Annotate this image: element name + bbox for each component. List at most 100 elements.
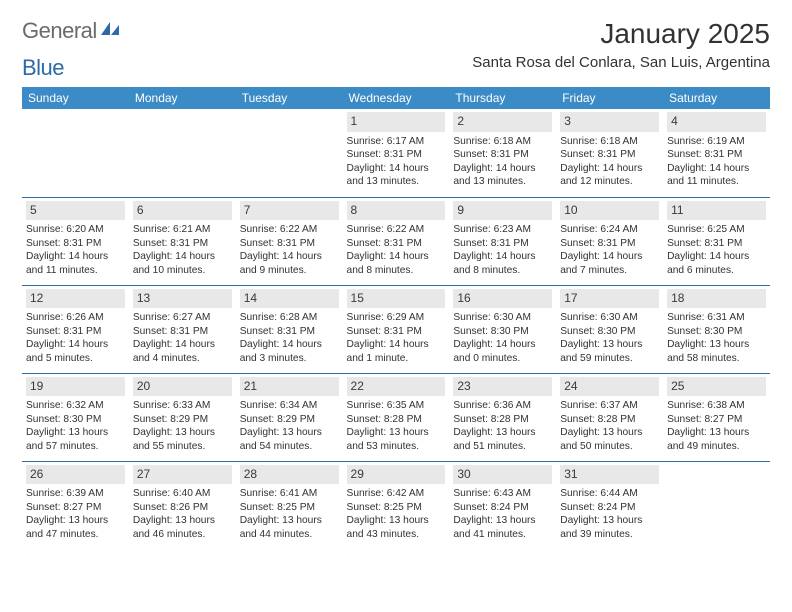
day-data: Sunrise: 6:21 AMSunset: 8:31 PMDaylight:…	[133, 223, 232, 277]
calendar-cell: 31Sunrise: 6:44 AMSunset: 8:24 PMDayligh…	[556, 461, 663, 549]
day-number: 19	[26, 377, 125, 397]
day-line-day1: Daylight: 14 hours	[26, 250, 125, 263]
day-line-sunrise: Sunrise: 6:43 AM	[453, 487, 552, 500]
day-line-day1: Daylight: 14 hours	[453, 162, 552, 175]
day-line-day2: and 6 minutes.	[667, 264, 766, 277]
day-line-sunrise: Sunrise: 6:30 AM	[560, 311, 659, 324]
day-line-sunrise: Sunrise: 6:28 AM	[240, 311, 339, 324]
day-line-sunset: Sunset: 8:30 PM	[453, 325, 552, 338]
day-data: Sunrise: 6:27 AMSunset: 8:31 PMDaylight:…	[133, 311, 232, 365]
day-line-sunset: Sunset: 8:31 PM	[667, 148, 766, 161]
day-line-day2: and 8 minutes.	[347, 264, 446, 277]
day-data: Sunrise: 6:22 AMSunset: 8:31 PMDaylight:…	[240, 223, 339, 277]
day-number: 21	[240, 377, 339, 397]
calendar-cell: 22Sunrise: 6:35 AMSunset: 8:28 PMDayligh…	[343, 373, 450, 461]
day-line-sunset: Sunset: 8:31 PM	[560, 237, 659, 250]
day-data: Sunrise: 6:25 AMSunset: 8:31 PMDaylight:…	[667, 223, 766, 277]
calendar-cell	[663, 461, 770, 549]
day-line-day1: Daylight: 13 hours	[560, 426, 659, 439]
day-line-sunset: Sunset: 8:31 PM	[453, 148, 552, 161]
day-line-day2: and 4 minutes.	[133, 352, 232, 365]
day-line-sunset: Sunset: 8:27 PM	[667, 413, 766, 426]
month-title: January 2025	[472, 18, 770, 50]
day-line-sunset: Sunset: 8:31 PM	[133, 237, 232, 250]
day-line-day2: and 47 minutes.	[26, 528, 125, 541]
day-data: Sunrise: 6:39 AMSunset: 8:27 PMDaylight:…	[26, 487, 125, 541]
day-line-sunset: Sunset: 8:24 PM	[453, 501, 552, 514]
day-data: Sunrise: 6:33 AMSunset: 8:29 PMDaylight:…	[133, 399, 232, 453]
title-block: January 2025 Santa Rosa del Conlara, San…	[472, 18, 770, 71]
day-line-sunrise: Sunrise: 6:17 AM	[347, 135, 446, 148]
calendar-cell: 9Sunrise: 6:23 AMSunset: 8:31 PMDaylight…	[449, 197, 556, 285]
day-data: Sunrise: 6:38 AMSunset: 8:27 PMDaylight:…	[667, 399, 766, 453]
day-line-sunrise: Sunrise: 6:42 AM	[347, 487, 446, 500]
day-number: 10	[560, 201, 659, 221]
logo-text-general: General	[22, 18, 97, 44]
calendar-cell: 14Sunrise: 6:28 AMSunset: 8:31 PMDayligh…	[236, 285, 343, 373]
calendar-cell: 30Sunrise: 6:43 AMSunset: 8:24 PMDayligh…	[449, 461, 556, 549]
day-line-day1: Daylight: 14 hours	[560, 162, 659, 175]
day-line-sunrise: Sunrise: 6:40 AM	[133, 487, 232, 500]
day-line-day2: and 53 minutes.	[347, 440, 446, 453]
day-data: Sunrise: 6:32 AMSunset: 8:30 PMDaylight:…	[26, 399, 125, 453]
day-line-day2: and 3 minutes.	[240, 352, 339, 365]
day-line-day1: Daylight: 13 hours	[560, 514, 659, 527]
calendar-cell: 4Sunrise: 6:19 AMSunset: 8:31 PMDaylight…	[663, 109, 770, 197]
day-line-sunset: Sunset: 8:31 PM	[240, 325, 339, 338]
calendar-cell	[22, 109, 129, 197]
calendar-cell: 20Sunrise: 6:33 AMSunset: 8:29 PMDayligh…	[129, 373, 236, 461]
day-line-sunset: Sunset: 8:24 PM	[560, 501, 659, 514]
day-line-day2: and 58 minutes.	[667, 352, 766, 365]
day-line-sunrise: Sunrise: 6:30 AM	[453, 311, 552, 324]
day-number: 6	[133, 201, 232, 221]
day-line-sunrise: Sunrise: 6:19 AM	[667, 135, 766, 148]
day-line-day2: and 41 minutes.	[453, 528, 552, 541]
day-line-day1: Daylight: 14 hours	[133, 250, 232, 263]
day-line-sunrise: Sunrise: 6:33 AM	[133, 399, 232, 412]
day-number: 23	[453, 377, 552, 397]
day-line-sunrise: Sunrise: 6:31 AM	[667, 311, 766, 324]
day-line-day1: Daylight: 14 hours	[240, 338, 339, 351]
day-number: 26	[26, 465, 125, 485]
day-line-sunrise: Sunrise: 6:37 AM	[560, 399, 659, 412]
day-data: Sunrise: 6:24 AMSunset: 8:31 PMDaylight:…	[560, 223, 659, 277]
day-line-sunset: Sunset: 8:31 PM	[240, 237, 339, 250]
day-line-sunset: Sunset: 8:30 PM	[667, 325, 766, 338]
day-line-day1: Daylight: 13 hours	[347, 514, 446, 527]
calendar-cell: 19Sunrise: 6:32 AMSunset: 8:30 PMDayligh…	[22, 373, 129, 461]
day-line-sunset: Sunset: 8:31 PM	[347, 237, 446, 250]
day-line-sunset: Sunset: 8:26 PM	[133, 501, 232, 514]
day-line-sunrise: Sunrise: 6:22 AM	[240, 223, 339, 236]
day-number: 8	[347, 201, 446, 221]
day-line-sunset: Sunset: 8:27 PM	[26, 501, 125, 514]
day-data: Sunrise: 6:29 AMSunset: 8:31 PMDaylight:…	[347, 311, 446, 365]
calendar-cell: 24Sunrise: 6:37 AMSunset: 8:28 PMDayligh…	[556, 373, 663, 461]
day-line-day2: and 9 minutes.	[240, 264, 339, 277]
day-line-day1: Daylight: 14 hours	[560, 250, 659, 263]
day-number: 1	[347, 112, 446, 132]
day-number: 12	[26, 289, 125, 309]
calendar-cell: 11Sunrise: 6:25 AMSunset: 8:31 PMDayligh…	[663, 197, 770, 285]
day-data: Sunrise: 6:44 AMSunset: 8:24 PMDaylight:…	[560, 487, 659, 541]
day-number: 18	[667, 289, 766, 309]
day-line-day2: and 13 minutes.	[347, 175, 446, 188]
day-line-sunrise: Sunrise: 6:25 AM	[667, 223, 766, 236]
calendar-cell: 25Sunrise: 6:38 AMSunset: 8:27 PMDayligh…	[663, 373, 770, 461]
day-line-day1: Daylight: 13 hours	[26, 514, 125, 527]
day-number: 3	[560, 112, 659, 132]
day-line-day2: and 13 minutes.	[453, 175, 552, 188]
day-number: 15	[347, 289, 446, 309]
calendar-week: 26Sunrise: 6:39 AMSunset: 8:27 PMDayligh…	[22, 461, 770, 549]
day-line-day1: Daylight: 13 hours	[667, 426, 766, 439]
calendar-cell: 2Sunrise: 6:18 AMSunset: 8:31 PMDaylight…	[449, 109, 556, 197]
day-line-day1: Daylight: 14 hours	[347, 250, 446, 263]
day-number: 7	[240, 201, 339, 221]
day-number: 27	[133, 465, 232, 485]
day-number: 5	[26, 201, 125, 221]
day-line-sunset: Sunset: 8:25 PM	[240, 501, 339, 514]
day-data: Sunrise: 6:30 AMSunset: 8:30 PMDaylight:…	[453, 311, 552, 365]
day-number: 4	[667, 112, 766, 132]
day-line-day2: and 55 minutes.	[133, 440, 232, 453]
day-number: 22	[347, 377, 446, 397]
day-number: 24	[560, 377, 659, 397]
